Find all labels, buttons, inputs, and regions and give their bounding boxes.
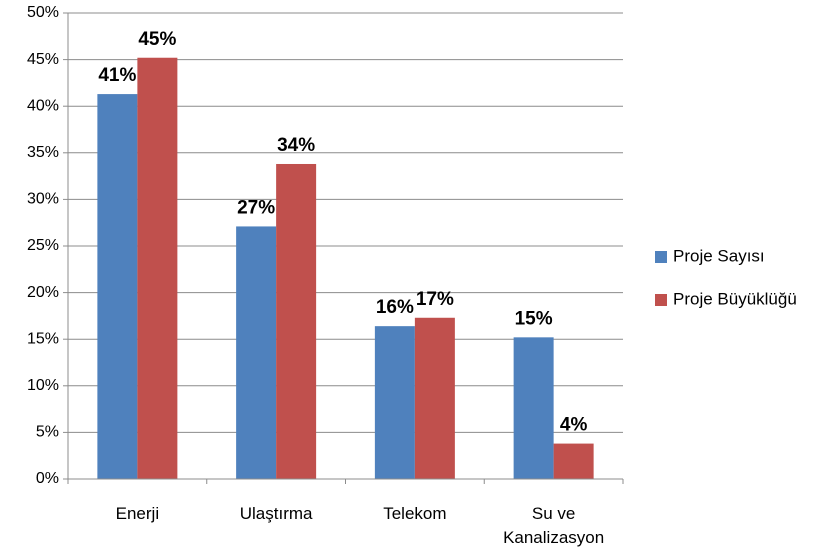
bar xyxy=(553,443,594,479)
data-label: 41% xyxy=(98,65,136,86)
data-label: 27% xyxy=(237,197,275,218)
y-tick-label: 10% xyxy=(27,377,59,394)
data-label: 34% xyxy=(277,135,315,156)
legend-label: Proje Büyüklüğü xyxy=(673,289,797,308)
legend-swatch xyxy=(655,294,667,306)
y-tick-label: 40% xyxy=(27,97,59,114)
data-label: 16% xyxy=(376,297,414,318)
x-tick-label: Telekom xyxy=(383,504,447,523)
data-label: 45% xyxy=(138,29,176,50)
data-label: 17% xyxy=(416,289,454,310)
y-tick-label: 20% xyxy=(27,284,59,301)
bar xyxy=(374,326,415,479)
bar xyxy=(97,94,138,480)
y-tick-label: 35% xyxy=(27,144,59,161)
y-tick-label: 45% xyxy=(27,51,59,68)
x-tick-label: Enerji xyxy=(115,504,160,523)
x-tick-label: Su ve Kanalizasyon xyxy=(503,504,605,547)
y-tick-label: 30% xyxy=(27,191,59,208)
bar xyxy=(236,226,277,479)
data-label: 15% xyxy=(515,308,553,329)
data-label: 4% xyxy=(560,415,588,436)
bar xyxy=(414,317,455,479)
y-tick-label: 25% xyxy=(27,237,59,254)
legend-label: Proje Sayısı xyxy=(673,246,765,265)
bar xyxy=(513,337,554,479)
y-tick-label: 5% xyxy=(36,424,59,441)
y-tick-label: 0% xyxy=(36,470,59,487)
x-tick-label: Ulaştırma xyxy=(239,504,313,523)
y-tick-label: 50% xyxy=(27,4,59,21)
legend-swatch xyxy=(655,251,667,263)
bar xyxy=(276,163,317,479)
bar xyxy=(137,57,178,480)
y-tick-label: 15% xyxy=(27,330,59,347)
